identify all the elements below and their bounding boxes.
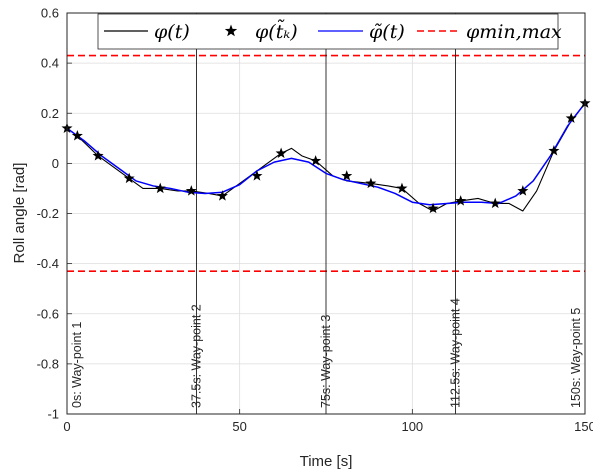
sample-star xyxy=(123,172,135,184)
series-layer xyxy=(66,102,586,212)
y-tick-label: -0.8 xyxy=(37,356,59,371)
y-tick-label: 0.4 xyxy=(41,56,59,71)
y-tick-label: -0.4 xyxy=(37,256,59,271)
legend-swatch-samples xyxy=(224,24,238,37)
sample-star xyxy=(275,147,287,159)
sample-star xyxy=(154,182,166,194)
y-tick-label: -0.6 xyxy=(37,306,59,321)
axis-ticks: 0 50 100 150 0.6 0.4 0.2 0 -0.2 -0.4 -0.6 -0.8 -1 xyxy=(37,6,593,435)
x-axis-label: Time [s] xyxy=(300,453,353,470)
sample-star xyxy=(216,190,228,201)
x-tick-label: 150 xyxy=(574,419,593,434)
sample-star xyxy=(455,195,467,206)
y-tick-label: 0.2 xyxy=(41,106,59,121)
sample-star xyxy=(71,130,83,141)
legend-label-samples: φ(t̃ₖ) xyxy=(255,20,298,43)
waypoint-labels: 0s: Way-point 1 37.5s: Way-point 2 75s: Wa… xyxy=(70,298,583,408)
legend-label-interp: φ̃(t) xyxy=(369,21,405,43)
sample-star xyxy=(310,155,322,166)
y-tick-label: -0.2 xyxy=(37,206,59,221)
waypoint-label: 0s: Way-point 1 xyxy=(70,322,84,408)
sample-star xyxy=(548,145,560,156)
x-tick-label: 0 xyxy=(63,419,70,434)
legend-label-phi: φ(t) xyxy=(154,21,190,43)
legend-label-limits: φmin,max xyxy=(466,21,562,43)
sample-star xyxy=(185,185,197,196)
phi-interp-line xyxy=(66,102,586,206)
waypoint-lines xyxy=(196,13,456,414)
x-tick-label: 50 xyxy=(232,419,246,434)
waypoint-label: 75s: Way-point 3 xyxy=(319,315,333,408)
y-axis-label: Roll angle [rad] xyxy=(11,163,28,264)
sample-star xyxy=(251,170,263,181)
sample-star xyxy=(396,182,408,194)
sample-star xyxy=(565,112,577,123)
sample-star xyxy=(92,150,104,161)
sample-star xyxy=(489,197,501,209)
sample-star xyxy=(517,185,529,196)
y-tick-label: 0 xyxy=(52,156,59,171)
y-tick-label: -1 xyxy=(47,407,59,422)
sample-star xyxy=(427,202,439,214)
y-tick-label: 0.6 xyxy=(41,6,59,21)
waypoint-label: 37.5s: Way-point 2 xyxy=(190,304,204,408)
sample-star xyxy=(365,177,377,189)
waypoint-label: 150s: Way-point 5 xyxy=(569,308,583,408)
sample-star xyxy=(341,170,353,181)
waypoint-label: 112.5s: Way-point 4 xyxy=(449,298,463,408)
legend: φ(t) φ(t̃ₖ) φ̃(t) φmin,max xyxy=(97,13,562,50)
x-tick-label: 100 xyxy=(401,419,423,434)
